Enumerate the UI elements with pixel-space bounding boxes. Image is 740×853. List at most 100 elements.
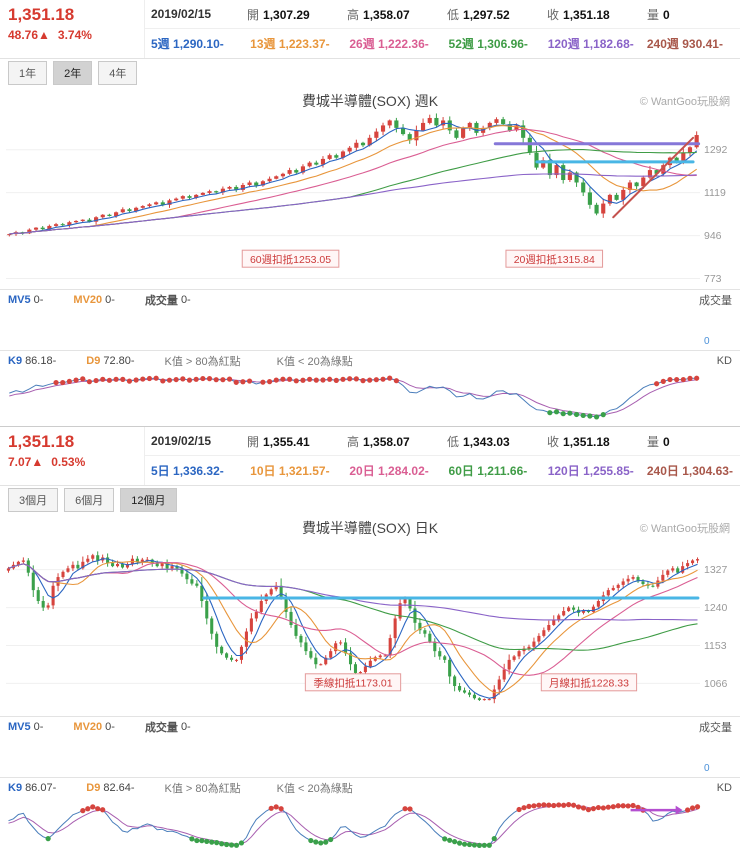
- ma-60d: 60日 1,211.66-: [448, 464, 528, 478]
- svg-text:0: 0: [704, 763, 710, 774]
- daily-kd-chart[interactable]: [0, 798, 740, 853]
- daily-chart-area: 費城半導體(SOX) 日K © WantGoo玩股網 1327 1240 1153 1…: [0, 514, 740, 716]
- weekly-open: 開 1,307.29: [247, 7, 310, 22]
- ma-20d: 20日 1,284.02-: [349, 464, 429, 478]
- watermark: © WantGoo玩股網: [639, 96, 730, 108]
- tab-3month[interactable]: 3個月: [8, 488, 59, 512]
- daily-volume-chart[interactable]: 0: [0, 737, 740, 777]
- kd-red-note: K值 > 80為紅點: [164, 356, 241, 368]
- weekly-header: 1,351.18 48.76▲ 3.74% 2019/02/15 開 1,307.2…: [0, 0, 740, 59]
- weekly-price: 1,351.18: [8, 5, 75, 24]
- ma-120w: 120週 1,182.68-: [547, 37, 634, 51]
- weekly-kd-labels: K9 86.18- D9 72.80- K值 > 80為紅點 K值 < 20為綠點 …: [8, 355, 732, 368]
- tab-1year[interactable]: 1年: [8, 61, 48, 85]
- weekly-change-pct: 3.74%: [57, 28, 92, 42]
- weekly-volume-section: MV5 0- MV20 0- 成交量 0- 成交量 0: [0, 289, 740, 350]
- weekly-chart-title: 費城半導體(SOX) 週K: [301, 93, 439, 109]
- weekly-volume-labels: MV5 0- MV20 0- 成交量 0- 成交量: [8, 294, 732, 307]
- daily-high: 高 1,358.07: [347, 434, 410, 449]
- weekly-candlestick-chart[interactable]: 1292 1119 946 773 60週扣抵1253.05 20週扣抵1315.84: [0, 109, 740, 289]
- svg-text:20週扣抵1315.84: 20週扣抵1315.84: [514, 253, 595, 266]
- daily-title-row: 費城半導體(SOX) 日K © WantGoo玩股網: [0, 514, 740, 536]
- ma-120d: 120日 1,255.85-: [547, 464, 634, 478]
- daily-period-tabs: 3個月 6個月 12個月: [0, 486, 740, 514]
- tab-12month[interactable]: 12個月: [120, 488, 177, 512]
- weekly-title-row: 費城半導體(SOX) 週K © WantGoo玩股網: [0, 87, 740, 109]
- weekly-low: 低 1,297.52: [447, 7, 510, 22]
- daily-panel: 1,351.18 7.07▲ 0.53% 2019/02/15 開 1,355.41…: [0, 426, 740, 853]
- svg-text:1066: 1066: [704, 678, 728, 690]
- daily-info-rows: 2019/02/15 開 1,355.41 高 1,358.07 低 1,343.03…: [145, 427, 740, 485]
- daily-header: 1,351.18 7.07▲ 0.53% 2019/02/15 開 1,355.41…: [0, 427, 740, 486]
- daily-kd-labels: K9 86.07- D9 82.64- K值 > 80為紅點 K值 < 20為綠點 …: [8, 782, 732, 795]
- weekly-chart-area: 費城半導體(SOX) 週K © WantGoo玩股網 1292 1119 946 77…: [0, 87, 740, 289]
- svg-text:1240: 1240: [704, 602, 728, 614]
- svg-text:1327: 1327: [704, 564, 728, 576]
- ma-13w: 13週 1,223.37-: [250, 37, 330, 51]
- svg-text:60週扣抵1253.05: 60週扣抵1253.05: [250, 253, 331, 266]
- kd-right-label: KD: [716, 782, 732, 794]
- ma-240w: 240週 930.41-: [646, 37, 723, 51]
- weekly-kd-section: K9 86.18- D9 72.80- K值 > 80為紅點 K值 < 20為綠點 …: [0, 350, 740, 426]
- daily-change-pct: 0.53%: [51, 455, 86, 469]
- weekly-close: 收 1,351.18: [547, 7, 610, 22]
- tab-2year[interactable]: 2年: [53, 61, 93, 85]
- weekly-ohlc-row: 2019/02/15 開 1,307.29 高 1,358.07 低 1,297.52…: [145, 0, 740, 29]
- k9-label: K9: [8, 782, 23, 794]
- daily-low: 低 1,343.03: [447, 434, 510, 449]
- weekly-high: 高 1,358.07: [347, 7, 410, 22]
- weekly-panel: 1,351.18 48.76▲ 3.74% 2019/02/15 開 1,307.2…: [0, 0, 740, 426]
- kd-green-note: K值 < 20為綠點: [276, 356, 353, 368]
- daily-kd-section: K9 86.07- D9 82.64- K值 > 80為紅點 K值 < 20為綠點 …: [0, 777, 740, 853]
- weekly-ma-row: 5週 1,290.10- 13週 1,223.37- 26週 1,222.36-…: [145, 29, 740, 58]
- ma-5d: 5日 1,336.32-: [151, 464, 224, 478]
- d9-label: D9: [86, 782, 101, 794]
- daily-price: 1,351.18: [8, 432, 75, 451]
- ma-52w: 52週 1,306.96-: [448, 37, 528, 51]
- ma-5w: 5週 1,290.10-: [151, 37, 224, 51]
- svg-text:1119: 1119: [704, 187, 726, 199]
- daily-change-value: 7.07▲: [8, 455, 44, 469]
- daily-change: 7.07▲ 0.53%: [8, 455, 136, 469]
- svg-text:773: 773: [704, 273, 722, 285]
- watermark: © WantGoo玩股網: [639, 523, 730, 535]
- daily-candlestick-chart[interactable]: 1327 1240 1153 1066 季線扣抵1173.01 月線扣抵1228.33: [0, 536, 740, 716]
- weekly-kd-chart[interactable]: [0, 371, 740, 426]
- volume-right-label: 成交量: [699, 722, 732, 734]
- weekly-period-tabs: 1年 2年 4年: [0, 59, 740, 87]
- kd-red-note: K值 > 80為紅點: [164, 783, 241, 795]
- tab-6month[interactable]: 6個月: [64, 488, 115, 512]
- mv20-label: MV20: [73, 721, 103, 733]
- ma-26w: 26週 1,222.36-: [349, 37, 429, 51]
- kd-green-note: K值 < 20為綠點: [276, 783, 353, 795]
- weekly-date: 2019/02/15: [151, 7, 212, 21]
- ma-240d: 240日 1,304.63-: [646, 464, 733, 478]
- volume-label: 成交量: [144, 295, 178, 307]
- tab-4year[interactable]: 4年: [98, 61, 138, 85]
- daily-ma-row: 5日 1,336.32- 10日 1,321.57- 20日 1,284.02-…: [145, 456, 740, 485]
- weekly-volume-chart[interactable]: 0: [0, 310, 740, 350]
- d9-label: D9: [86, 355, 101, 367]
- daily-close: 收 1,351.18: [547, 434, 610, 449]
- weekly-change: 48.76▲ 3.74%: [8, 28, 136, 42]
- mv20-label: MV20: [73, 294, 103, 306]
- daily-quote-block: 1,351.18 7.07▲ 0.53%: [0, 427, 145, 485]
- daily-ohlc-row: 2019/02/15 開 1,355.41 高 1,358.07 低 1,343.03…: [145, 427, 740, 456]
- weekly-change-value: 48.76▲: [8, 28, 50, 42]
- daily-open: 開 1,355.41: [247, 434, 310, 449]
- mv5-label: MV5: [8, 294, 31, 306]
- weekly-info-rows: 2019/02/15 開 1,307.29 高 1,358.07 低 1,297.52…: [145, 0, 740, 58]
- mv5-label: MV5: [8, 721, 31, 733]
- weekly-quote-block: 1,351.18 48.76▲ 3.74%: [0, 0, 145, 58]
- svg-text:946: 946: [704, 230, 722, 242]
- volume-right-label: 成交量: [699, 295, 732, 307]
- svg-text:1153: 1153: [704, 640, 727, 652]
- svg-text:月線扣抵1228.33: 月線扣抵1228.33: [549, 677, 629, 690]
- kd-right-label: KD: [716, 355, 732, 367]
- daily-chart-title: 費城半導體(SOX) 日K: [301, 520, 439, 536]
- volume-label: 成交量: [144, 722, 178, 734]
- svg-text:0: 0: [704, 336, 710, 347]
- ma-10d: 10日 1,321.57-: [250, 464, 330, 478]
